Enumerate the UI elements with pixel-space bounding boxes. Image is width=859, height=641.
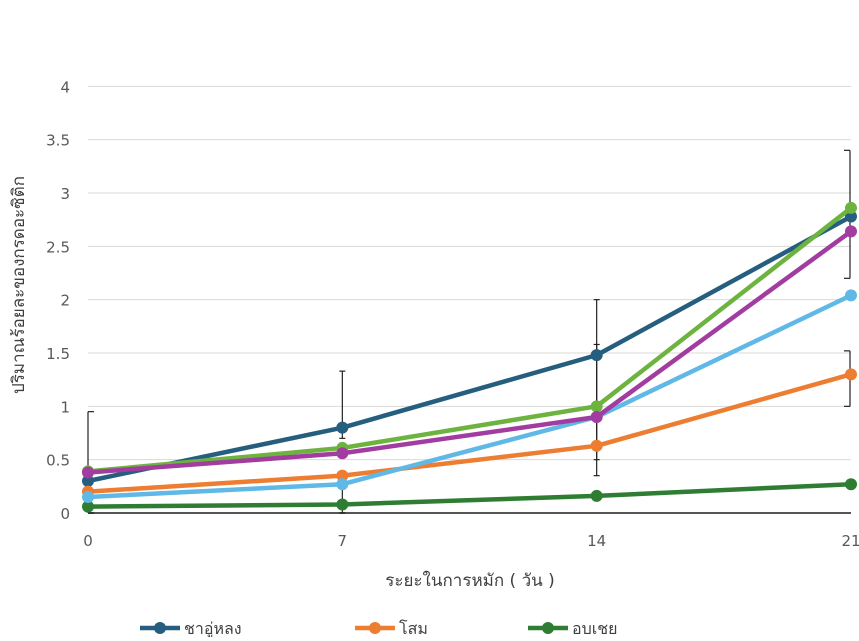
x-tick-label: 0: [83, 532, 93, 550]
data-point: [336, 498, 349, 511]
legend-item: โสม: [355, 619, 428, 638]
legend: ชาอู่หลง โสม อบเชย: [140, 619, 617, 639]
series-line: [85, 229, 854, 475]
data-point: [590, 411, 603, 423]
legend-swatch-marker: [542, 622, 554, 634]
x-tick-label: 14: [587, 532, 606, 550]
x-tick-label: 21: [841, 532, 859, 550]
y-tick-label: 1.5: [46, 345, 70, 363]
legend-swatch-marker: [154, 622, 166, 634]
y-tick-label: 1: [60, 398, 70, 416]
data-point: [336, 478, 349, 491]
data-point: [336, 421, 349, 434]
y-axis-title: ปริมาณร้อยละของกรดอะซิติก: [9, 176, 29, 394]
x-tick-label: 7: [338, 532, 348, 550]
data-point: [590, 349, 603, 362]
x-axis-title: ระยะในการหมัก ( วัน ): [385, 570, 555, 591]
data-point: [845, 368, 857, 381]
y-tick-label: 0.5: [46, 452, 70, 470]
series-2: [82, 478, 857, 513]
data-point: [82, 491, 94, 503]
data-point: [82, 475, 94, 487]
series-line: [85, 372, 854, 494]
series-line: [85, 293, 854, 500]
data-point: [845, 289, 857, 302]
legend-item: ชาอู่หลง: [140, 619, 242, 639]
data-point: [336, 447, 349, 460]
series-3: [82, 289, 857, 503]
legend-label: อบเชย: [572, 619, 617, 637]
series-0: [82, 210, 857, 487]
legend-label: โสม: [399, 619, 428, 637]
data-point: [845, 210, 857, 223]
y-tick-label: 2.5: [46, 238, 70, 256]
data-point: [590, 439, 603, 452]
data-point: [82, 466, 94, 479]
data-point: [845, 478, 857, 491]
data-point: [82, 500, 94, 513]
data-point: [590, 400, 603, 413]
y-tick-label: 3: [60, 185, 70, 203]
legend-label: ชาอู่หลง: [184, 619, 242, 637]
series-line: [85, 214, 854, 484]
data-point: [845, 201, 857, 214]
legend-swatch-marker: [369, 622, 381, 634]
series-line: [85, 205, 854, 474]
legend-item: อบเชย: [528, 619, 617, 638]
series-5: [82, 225, 857, 479]
data-point: [336, 469, 349, 482]
data-point: [590, 489, 603, 502]
y-tick-label: 0: [60, 505, 70, 523]
y-tick-label: 4: [60, 78, 70, 96]
y-tick-label: 2: [60, 292, 70, 310]
series-line: [85, 481, 854, 509]
data-point: [845, 225, 857, 238]
y-tick-label: 3.5: [46, 132, 70, 150]
